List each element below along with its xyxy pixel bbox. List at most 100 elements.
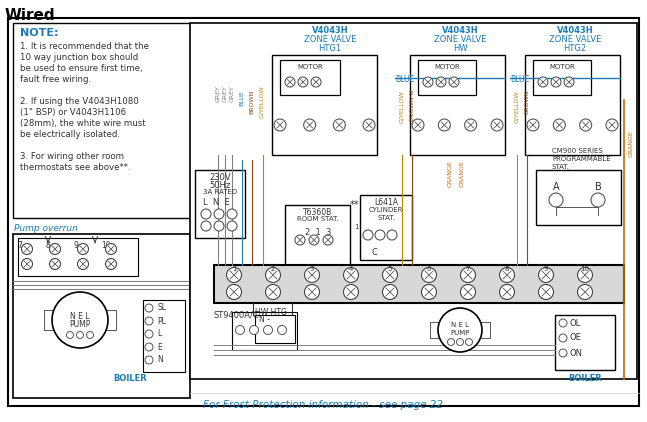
Bar: [102, 310, 116, 330]
Circle shape: [538, 284, 553, 300]
Circle shape: [333, 119, 345, 131]
Text: GREY: GREY: [223, 85, 228, 102]
Text: 10: 10: [580, 266, 589, 272]
Text: be used to ensure first time,: be used to ensure first time,: [20, 64, 142, 73]
Bar: [44, 310, 58, 330]
Text: BLUE: BLUE: [239, 90, 245, 106]
Text: L: L: [157, 330, 161, 338]
Circle shape: [52, 292, 108, 348]
Text: MOTOR: MOTOR: [297, 64, 323, 70]
Bar: [410, 55, 505, 155]
Text: ORANGE: ORANGE: [459, 160, 465, 187]
Text: OL: OL: [570, 319, 581, 327]
Circle shape: [559, 319, 567, 327]
Text: 9: 9: [543, 266, 548, 272]
Text: 6: 6: [427, 266, 432, 272]
Text: BROWN: BROWN: [525, 90, 529, 114]
Text: 10 way junction box should: 10 way junction box should: [20, 53, 138, 62]
Text: thermostats see above**.: thermostats see above**.: [20, 163, 131, 172]
Text: HW HTG: HW HTG: [255, 308, 287, 317]
Text: **: **: [349, 200, 358, 210]
Text: HTG2: HTG2: [564, 44, 587, 53]
Text: 230V: 230V: [209, 173, 231, 182]
Circle shape: [449, 77, 459, 87]
Text: 1. It is recommended that the: 1. It is recommended that the: [20, 42, 149, 51]
Bar: [533, 60, 591, 95]
Circle shape: [553, 119, 565, 131]
Text: 3: 3: [310, 266, 314, 272]
Text: HW: HW: [453, 44, 467, 53]
Text: Wired: Wired: [5, 8, 56, 23]
Circle shape: [491, 119, 503, 131]
Text: NOTE:: NOTE:: [20, 28, 58, 38]
Circle shape: [421, 268, 437, 282]
Text: L  N  E: L N E: [203, 198, 230, 207]
Text: GREY: GREY: [215, 85, 221, 102]
Circle shape: [214, 209, 224, 219]
Bar: [418, 60, 476, 95]
Circle shape: [549, 193, 563, 207]
Text: N E L: N E L: [71, 312, 90, 321]
Text: BROWN N: BROWN N: [410, 90, 415, 121]
Circle shape: [305, 284, 320, 300]
Text: 7: 7: [17, 241, 22, 250]
Text: ZONE VALVE: ZONE VALVE: [304, 35, 356, 44]
Bar: [285, 205, 350, 265]
Circle shape: [201, 209, 211, 219]
Bar: [18, 238, 138, 276]
Text: (1" BSP) or V4043H1106: (1" BSP) or V4043H1106: [20, 108, 126, 117]
Circle shape: [227, 221, 237, 231]
Text: ZONE VALVE: ZONE VALVE: [549, 35, 601, 44]
Text: ROOM STAT.: ROOM STAT.: [297, 216, 339, 222]
Circle shape: [50, 243, 61, 254]
Text: G/YELLOW: G/YELLOW: [514, 90, 520, 123]
Text: MOTOR: MOTOR: [434, 64, 460, 70]
Circle shape: [580, 119, 591, 131]
Circle shape: [274, 119, 286, 131]
Text: 8: 8: [505, 266, 509, 272]
Text: BLUE: BLUE: [395, 75, 414, 84]
Text: Pump overrun: Pump overrun: [14, 224, 78, 233]
Bar: [555, 315, 615, 370]
Circle shape: [145, 304, 153, 312]
Circle shape: [263, 325, 272, 335]
Circle shape: [448, 338, 454, 346]
Text: T6360B: T6360B: [303, 208, 333, 217]
Circle shape: [499, 268, 514, 282]
Text: BOILER: BOILER: [568, 374, 602, 383]
Circle shape: [578, 284, 593, 300]
Bar: [143, 300, 185, 372]
Bar: [13, 23, 190, 218]
Circle shape: [538, 268, 553, 282]
Circle shape: [363, 119, 375, 131]
Bar: [536, 170, 621, 225]
Circle shape: [387, 230, 397, 240]
Text: G/YELLOW: G/YELLOW: [399, 90, 404, 123]
Circle shape: [606, 119, 618, 131]
Circle shape: [67, 332, 74, 338]
Circle shape: [87, 332, 94, 338]
Text: 3. For wiring other room: 3. For wiring other room: [20, 152, 124, 161]
Text: ORANGE: ORANGE: [448, 160, 452, 187]
Circle shape: [578, 268, 593, 282]
Circle shape: [538, 77, 548, 87]
Text: 5: 5: [388, 266, 392, 272]
Circle shape: [105, 259, 116, 270]
Circle shape: [21, 259, 32, 270]
Circle shape: [201, 221, 211, 231]
Text: L641A: L641A: [374, 198, 398, 207]
Circle shape: [375, 230, 385, 240]
Circle shape: [461, 268, 476, 282]
Circle shape: [363, 230, 373, 240]
Text: CYLINDER: CYLINDER: [369, 207, 403, 213]
Bar: [232, 312, 297, 350]
Text: 1: 1: [354, 224, 358, 230]
Text: 3A RATED: 3A RATED: [203, 189, 237, 195]
Bar: [13, 234, 190, 398]
Circle shape: [309, 235, 319, 245]
Text: MOTOR: MOTOR: [549, 64, 575, 70]
Circle shape: [591, 193, 605, 207]
Text: fault free wiring.: fault free wiring.: [20, 75, 91, 84]
Text: 7: 7: [466, 266, 470, 272]
Text: 8: 8: [45, 241, 50, 250]
